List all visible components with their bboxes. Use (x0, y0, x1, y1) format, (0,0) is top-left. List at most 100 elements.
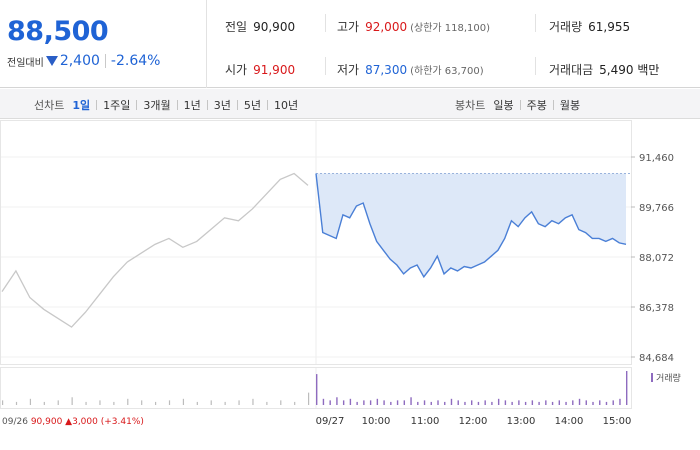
y-tick-label: 88,072 (639, 253, 674, 264)
volume-bar (356, 401, 358, 405)
volume-plot-frame (0, 367, 632, 409)
price-change-row: 전일대비 2,400 -2.64% (7, 53, 160, 69)
upper-limit: (상한가 118,100) (410, 23, 491, 34)
volume-bar (15, 401, 18, 405)
tab-3-years[interactable]: 3년 (213, 99, 231, 112)
amount-value: 5,490 백만 (599, 63, 660, 77)
volume-bar (592, 401, 594, 405)
tab-weekly[interactable]: 주봉 (526, 99, 547, 112)
x-tick-label: 11:00 (411, 416, 440, 427)
y-tick-label: 86,378 (639, 303, 674, 314)
tab-monthly[interactable]: 월봉 (559, 99, 581, 112)
volume-bar (578, 398, 581, 405)
volume-bar (551, 401, 554, 405)
tab-3-months[interactable]: 3개월 (143, 99, 171, 112)
volume-bar (322, 398, 325, 405)
low-value: 87,300 (365, 63, 408, 77)
x-tick-label: 15:00 (603, 416, 632, 427)
volume-bar (430, 401, 432, 405)
divider (96, 100, 98, 110)
y-tick-label: 91,460 (639, 153, 674, 164)
volume-bar (336, 397, 338, 405)
open-value: 91,900 (253, 63, 296, 77)
previous-day-date: 09/26 (2, 417, 31, 427)
volume-bar (182, 398, 185, 405)
volume-bar (457, 400, 459, 405)
volume-bar (99, 400, 101, 405)
down-triangle-icon (45, 56, 58, 66)
volume-bar (599, 400, 601, 405)
change-label: 전일대비 (7, 57, 44, 69)
previous-day-close: 90,900 (31, 417, 65, 427)
y-tick-label: 89,766 (639, 203, 674, 214)
previous-day-summary: 09/26 90,900 ▲3,000 (+3.41%) (2, 417, 144, 427)
prev-close-label: 전일 (225, 20, 248, 34)
lower-limit: (하한가 63,700) (410, 66, 484, 77)
volume-bar (437, 400, 439, 405)
price-chart[interactable]: 91,460 89,766 88,072 86,378 84,684 거래량 09/26 9… (0, 120, 700, 450)
volume-bar (85, 401, 87, 405)
volume-label: 거래량 (549, 20, 583, 34)
volume-legend-label: 거래량 (656, 372, 681, 384)
volume-bar (363, 400, 365, 405)
current-price-box: 88,500 전일대비 2,400 -2.64% (0, 0, 207, 88)
line-chart-tabs: 선차트 1일 1주일 3개월 1년 3년 5년 10년 (34, 97, 298, 113)
prev-close-value: 90,900 (253, 20, 296, 34)
volume-bar (565, 401, 567, 405)
volume-bar (308, 392, 310, 405)
price-change: 2,400 (59, 53, 100, 69)
volume-bar (538, 401, 540, 405)
today-area (316, 173, 626, 277)
candle-chart-tabs: 봉차트 일봉 주봉 월봉 (455, 97, 580, 113)
divider (552, 100, 554, 110)
volume-bar (417, 401, 419, 405)
volume-bar (396, 400, 399, 405)
volume-bar (238, 400, 240, 405)
volume-bar (127, 398, 129, 405)
tab-10-years[interactable]: 10년 (274, 99, 299, 112)
high-value: 92,000 (365, 20, 408, 34)
volume-bar (71, 397, 73, 405)
volume-bar (141, 400, 143, 405)
volume-bar (376, 398, 379, 405)
chart-tab-bar: 선차트 1일 1주일 3개월 1년 3년 5년 10년 봉차트 일봉 주봉 월봉 (0, 89, 700, 119)
volume-bar (210, 400, 212, 405)
divider (206, 100, 208, 110)
y-tick-label: 84,684 (639, 353, 674, 364)
x-tick-label: 09/27 (316, 416, 345, 427)
volume-bar (329, 400, 331, 405)
volume-bar (450, 398, 453, 405)
volume-bar (252, 398, 254, 405)
volume-legend-swatch (651, 373, 653, 382)
previous-day-change-rate: (+3.41%) (101, 417, 144, 427)
volume-bar (619, 398, 621, 405)
volume-bar (390, 401, 392, 405)
volume-bar (545, 400, 547, 405)
volume-bar (471, 400, 473, 405)
change-rate: -2.64% (110, 53, 161, 69)
volume-bar (612, 400, 614, 405)
volume-bar (511, 401, 513, 405)
amount-cell: 거래대금 5,490 백만 (549, 61, 659, 78)
volume-bar (168, 400, 171, 405)
tab-1-week[interactable]: 1주일 (103, 99, 131, 112)
volume-bar (280, 400, 282, 405)
volume-bar (196, 401, 198, 405)
volume-bar (491, 401, 493, 405)
volume-bar (484, 400, 486, 405)
volume-bar (2, 400, 4, 405)
high-cell: 고가 92,000 (상한가 118,100) (337, 18, 490, 35)
volume-bar (558, 400, 561, 405)
tab-1-year[interactable]: 1년 (183, 99, 201, 112)
tab-1-day[interactable]: 1일 (72, 99, 91, 112)
divider (104, 54, 106, 68)
volume-bar (29, 398, 32, 405)
tab-5-years[interactable]: 5년 (243, 99, 262, 112)
volume-bar (585, 400, 587, 405)
volume-bar (349, 398, 352, 405)
low-cell: 저가 87,300 (하한가 63,700) (337, 61, 484, 78)
volume-bar (605, 401, 608, 405)
high-label: 고가 (337, 20, 360, 34)
tab-daily[interactable]: 일봉 (493, 99, 514, 112)
divider (267, 100, 269, 110)
